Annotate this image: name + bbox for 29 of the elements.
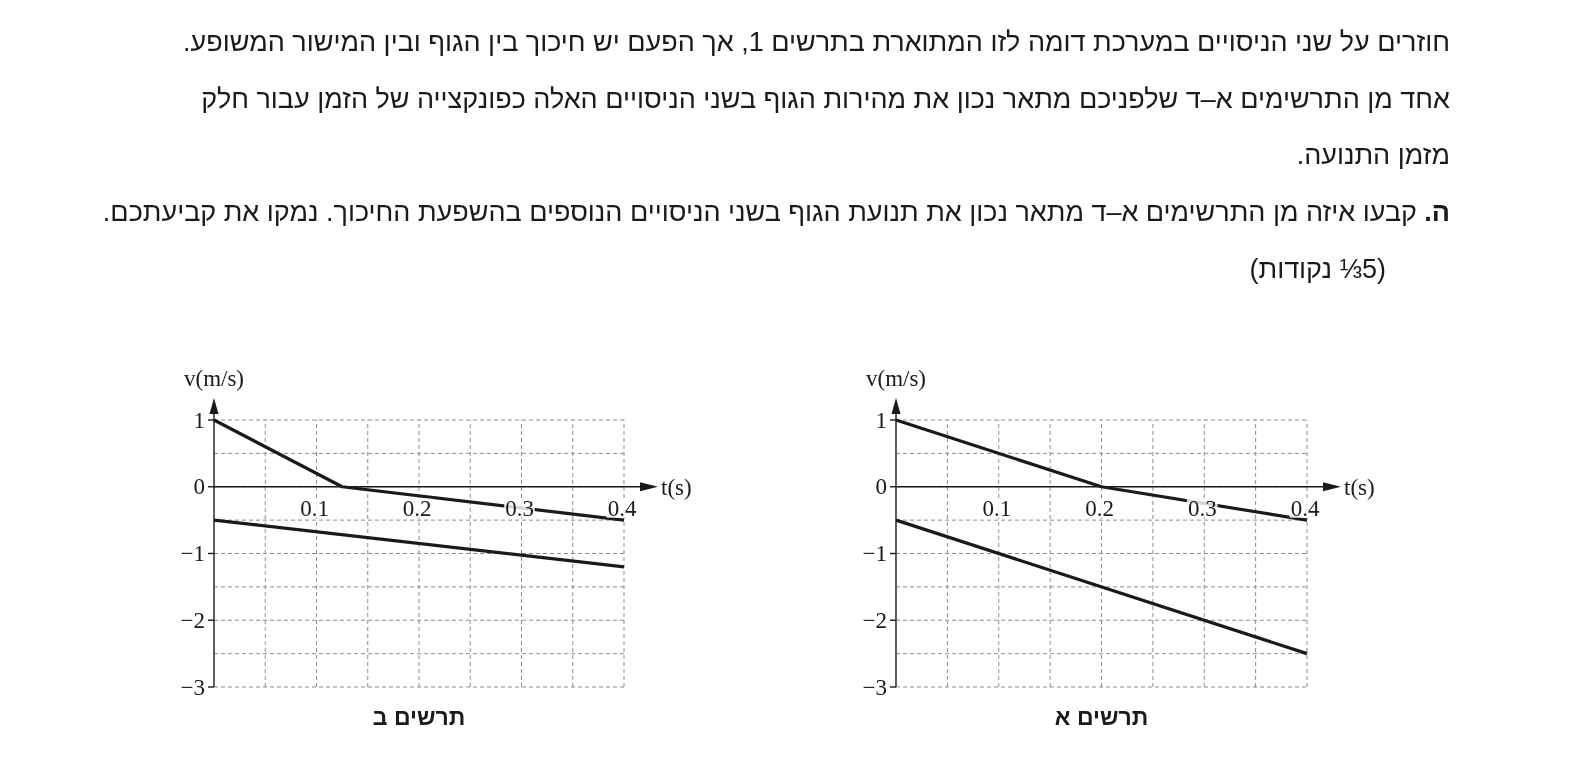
y-tick-label: −1 [180, 541, 205, 566]
y-axis-title: v(m/s) [865, 366, 927, 391]
y-tick-label: −3 [862, 674, 887, 700]
text: תרשים א [1054, 704, 1149, 730]
y-tick-label: 1 [875, 407, 887, 433]
x-tick-label: 0.4 [1290, 495, 1320, 521]
y-tick-label: −3 [180, 674, 205, 700]
x-tick-label: 0.1 [982, 495, 1012, 521]
x-tick-label: 0.3 [1187, 495, 1217, 521]
text: חוזרים על שני הניסויים במערכת דומה לזו המתוארת בתרשים 1, אך הפעם יש חיכוך בין הגוף ובין המישור המשופע. [183, 26, 1450, 59]
x-tick-label: 0.2 [402, 495, 432, 521]
text: אחד מן התרשימים א–ד שלפניכם מתאר נכון את מהירות הגוף בשני הניסויים האלה כפונקצייה של הזמן עבור חלק מזמן התנועה. [200, 83, 1450, 172]
y-tick-label: 0 [193, 474, 205, 500]
x-tick-label: 0.3 [505, 495, 534, 521]
y-tick-label: −1 [862, 541, 887, 566]
y-tick-label: −2 [862, 607, 887, 633]
x-tick-label: 0.1 [300, 495, 329, 521]
text: ה. [1424, 196, 1450, 229]
y-tick-label: 1 [193, 407, 205, 433]
x-axis-title: t(s) [1344, 474, 1375, 500]
x-tick-label: 0.4 [607, 495, 637, 521]
x-axis-title: t(s) [661, 474, 692, 500]
y-axis-title: v(m/s) [183, 366, 245, 391]
y-tick-label: 0 [875, 474, 887, 500]
y-tick-label: −2 [180, 607, 205, 633]
x-tick-label: 0.2 [1085, 495, 1114, 521]
text: קבעו איזה מן התרשימים א–ד מתאר נכון את תנועת הגוף בשני הניסויים הנוספים בהשפעת החיכוך. נמקו את קביעתכם. [102, 196, 1417, 229]
text: תרשים ב [372, 704, 466, 730]
text: (5⅓ נקודות) [1249, 253, 1386, 286]
